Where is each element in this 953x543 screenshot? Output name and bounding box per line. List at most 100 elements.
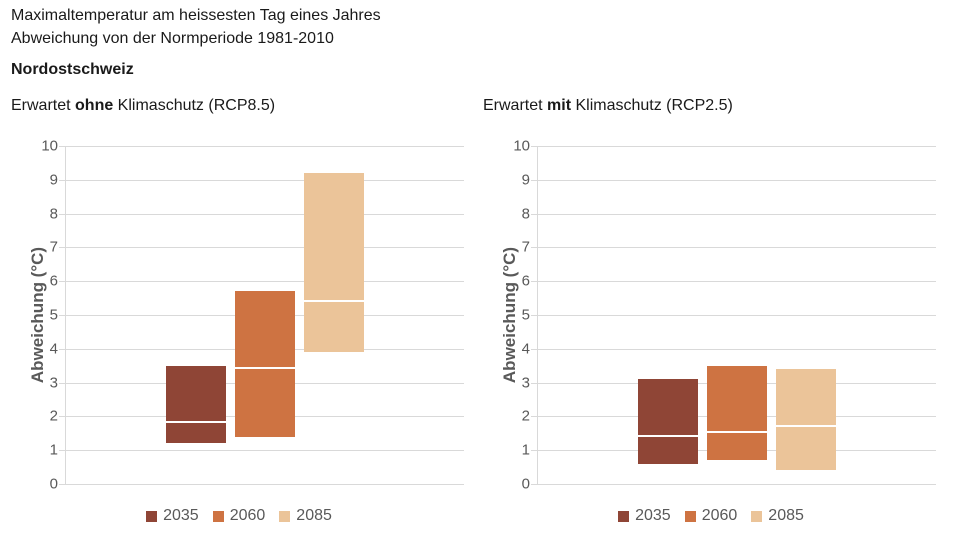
legend-swatch-icon [684,510,696,522]
legend-swatch-icon [751,510,763,522]
axis-tick [531,416,538,418]
axis-tick [59,281,66,283]
median-line [166,421,226,424]
legend-swatch-icon [212,510,224,522]
ytick-label: 8 [49,205,58,223]
axis-tick [59,450,66,452]
ytick-label: 3 [521,374,530,392]
chart-title-line-2: Abweichung von der Normperiode 1981-2010 [11,30,334,47]
axis-tick [59,247,66,249]
legend-item-2060: 2060 [684,507,737,525]
ytick-label: 9 [521,171,530,189]
axis-tick [531,484,538,485]
legend-item-2060: 2060 [212,507,266,525]
legend: 2035 2060 2085 [512,507,910,525]
gridline [66,213,464,215]
ytick-label: 6 [521,272,530,290]
gridline [66,247,464,249]
legend: 2035 2060 2085 [40,507,438,525]
legend-label: 2035 [635,507,671,524]
range-bar-2085 [776,369,836,471]
plot-area [531,146,936,485]
legend-swatch-icon [279,510,291,522]
gridline [538,213,936,215]
range-bar-2085 [304,173,364,353]
gridline [538,281,936,283]
axis-tick [59,382,66,384]
ytick-label: 2 [49,407,58,425]
legend-swatch-icon [146,510,158,522]
legend-swatch-icon [618,510,630,522]
range-bar-2060 [707,365,767,461]
gridline [538,484,936,485]
ytick-label: 0 [49,475,58,493]
axis-tick [59,179,66,181]
legend-item-2085: 2085 [279,507,332,525]
ytick-label: 5 [521,306,530,324]
axis-tick [59,315,66,316]
ytick-labels: 0 1 2 3 4 5 6 7 8 9 10 [486,138,530,493]
axis-tick [59,484,66,485]
gridline [66,179,464,181]
median-line [235,367,295,370]
axis-tick [531,382,538,384]
ytick-label: 5 [49,306,58,324]
range-bar-2060 [235,291,295,437]
gridline [538,315,936,316]
panel-heading-rcp25: Erwartet mit Klimaschutz (RCP2.5) [483,97,733,115]
ytick-label: 6 [49,272,58,290]
panel-heading-rcp85: Erwartet ohne Klimaschutz (RCP8.5) [11,97,275,115]
axis-tick [531,315,538,316]
axis-tick [59,213,66,215]
legend-label: 2085 [296,507,332,524]
legend-item-2035: 2035 [618,507,671,525]
legend-label: 2035 [163,507,199,524]
chart-title-line-1: Maximaltemperatur am heissesten Tag eine… [11,7,381,24]
heading-emphasis: mit [547,97,572,114]
ytick-label: 4 [49,340,58,358]
median-line [304,299,364,302]
ytick-label: 8 [521,205,530,223]
chart-panel: Erwartet mit Klimaschutz (RCP2.5) Abweic… [472,0,948,543]
legend-item-2035: 2035 [146,507,199,525]
axis-tick [59,348,66,350]
median-line [776,424,836,427]
gridline [66,484,464,485]
median-line [707,431,767,434]
range-bar-2035 [166,365,226,444]
gridline [66,146,464,147]
axis-tick [531,146,538,147]
range-bar-2035 [638,379,698,464]
median-line [638,434,698,437]
ytick-label: 0 [521,475,530,493]
ytick-label: 1 [521,441,530,459]
gridline [538,146,936,147]
axis-tick [59,416,66,418]
ytick-label: 7 [49,238,58,256]
ytick-label: 3 [49,374,58,392]
gridline [66,281,464,283]
ytick-label: 10 [41,137,58,155]
ytick-label: 9 [49,171,58,189]
axis-tick [59,146,66,147]
ytick-label: 7 [521,238,530,256]
axis-tick [531,247,538,249]
chart-panel: Erwartet ohne Klimaschutz (RCP8.5) Abwei… [0,0,476,543]
axis-tick [531,213,538,215]
legend-label: 2060 [229,507,266,524]
gridline [538,348,936,350]
heading-prefix: Erwartet [11,97,76,114]
gridline [66,450,464,452]
axis-tick [531,450,538,452]
legend-label: 2085 [768,507,804,524]
axis-tick [531,179,538,181]
ytick-label: 4 [521,340,530,358]
gridline [538,179,936,181]
ytick-label: 2 [521,407,530,425]
legend-item-2085: 2085 [751,507,804,525]
ytick-label: 1 [49,441,58,459]
axis-tick [531,281,538,283]
heading-prefix: Erwartet [483,97,548,114]
ytick-labels: 0 1 2 3 4 5 6 7 8 9 10 [14,138,58,493]
